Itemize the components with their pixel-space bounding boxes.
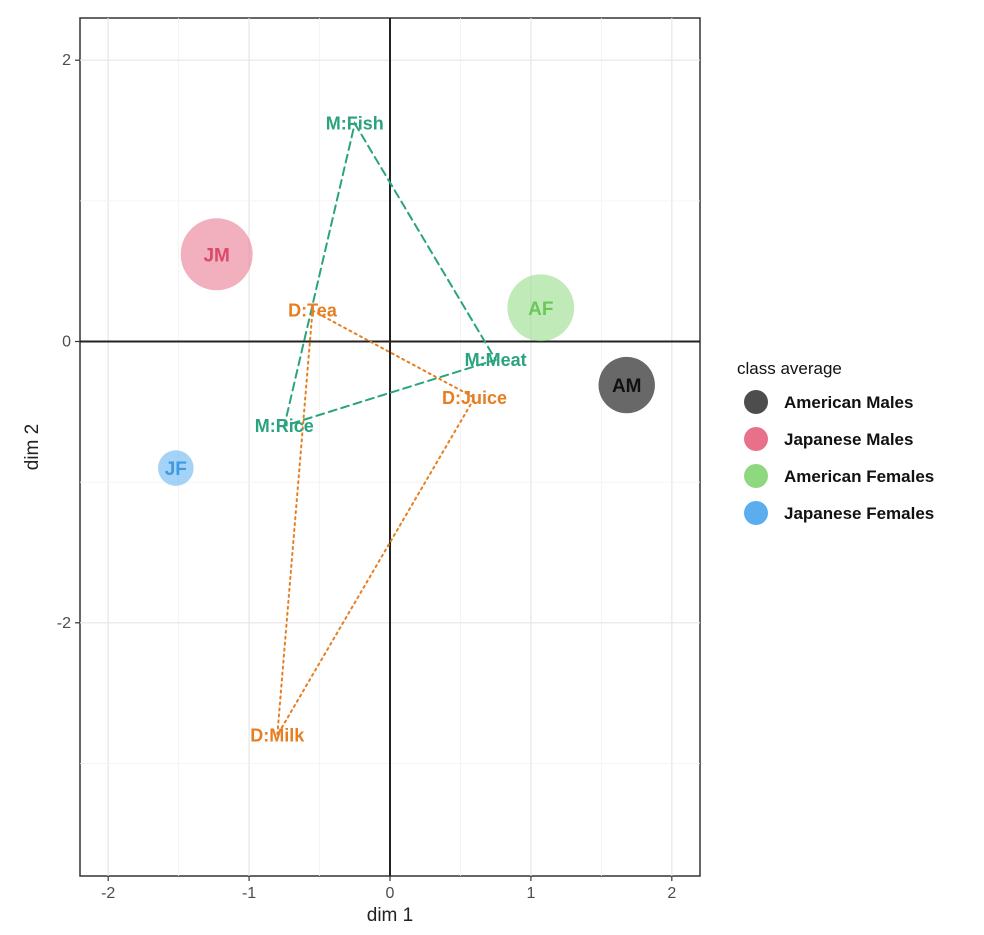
series-polygon-D <box>276 308 476 736</box>
legend-swatch <box>744 464 768 488</box>
reference-lines <box>80 18 700 876</box>
class-average-bubbles <box>158 218 655 486</box>
class-average-label: AF <box>528 299 553 320</box>
legend-label: American Males <box>784 393 913 412</box>
legend-swatch <box>744 501 768 525</box>
class-average-bubble <box>180 218 253 291</box>
series-polygon-M <box>282 120 498 428</box>
legend-label: American Females <box>784 467 934 486</box>
axis-ticks: -2 -1 0 1 2 -2 0 2 <box>57 52 677 902</box>
x-axis-title: dim 1 <box>367 905 413 926</box>
class-average-label: AM <box>612 376 642 397</box>
y-tick-label: 2 <box>62 52 71 69</box>
point-label: D:Milk <box>250 725 305 745</box>
legend-label: Japanese Males <box>784 430 913 449</box>
class-average-bubble <box>507 274 575 342</box>
legend-label: Japanese Females <box>784 504 934 523</box>
y-axis-title: dim 2 <box>22 424 43 470</box>
point-label: M:Rice <box>255 416 314 436</box>
point-label: M:Meat <box>465 350 527 370</box>
x-tick-label: -1 <box>242 885 256 902</box>
x-tick-label: -2 <box>101 885 115 902</box>
class-average-bubble <box>598 356 655 414</box>
class-average-bubble <box>158 450 194 486</box>
series-lines <box>276 120 498 736</box>
x-tick-label: 0 <box>386 885 395 902</box>
legend-swatch <box>744 390 768 414</box>
point-label: M:Fish <box>326 113 384 133</box>
y-tick-label: 0 <box>62 334 71 351</box>
x-tick-label: 2 <box>667 885 676 902</box>
point-label: D:Juice <box>442 388 507 408</box>
legend-swatch <box>744 427 768 451</box>
y-tick-label: -2 <box>57 615 71 632</box>
legend-title: class average <box>737 359 842 378</box>
point-label: D:Tea <box>288 301 338 321</box>
point-labels: JM AF AM JF M:Fish M:Meat M:Rice D:Tea D:Juice D:… <box>165 113 642 745</box>
class-average-label: JM <box>203 245 229 266</box>
legend: class average American Males Japanese Mal… <box>737 359 934 525</box>
x-tick-label: 1 <box>526 885 535 902</box>
class-average-label: JF <box>165 459 187 480</box>
